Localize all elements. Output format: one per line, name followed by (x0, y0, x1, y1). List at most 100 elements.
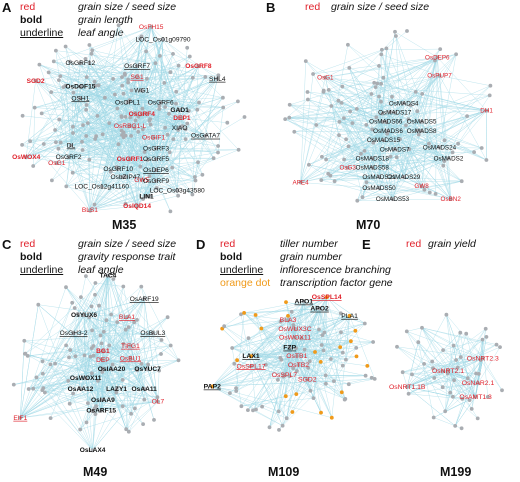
module-name-m70: M70 (356, 218, 381, 232)
edge (58, 117, 182, 149)
node (437, 73, 442, 78)
edge (432, 367, 468, 379)
node (123, 115, 128, 119)
node (186, 109, 191, 113)
node (78, 427, 83, 432)
edge (375, 86, 490, 96)
edge (72, 126, 178, 191)
node (394, 34, 398, 38)
node (41, 142, 46, 146)
edge (439, 75, 491, 86)
gene-label: WG1 (134, 88, 149, 95)
gene-label: OsGRF3 (143, 145, 169, 152)
node (302, 347, 307, 352)
edge (131, 90, 180, 111)
gene-label: OsAA12 (68, 386, 94, 393)
node (451, 343, 456, 348)
edge (54, 82, 129, 131)
node (50, 178, 54, 183)
node (133, 406, 137, 411)
edge (234, 363, 252, 367)
edge (101, 108, 118, 187)
edge (95, 138, 126, 177)
node (286, 314, 290, 318)
node (476, 372, 481, 376)
node (120, 75, 124, 79)
edge (255, 314, 285, 376)
node (123, 174, 128, 179)
gene-label: OsGRF7 (124, 63, 150, 70)
edge (304, 349, 346, 360)
edge (250, 301, 304, 357)
edge (53, 26, 152, 62)
node (354, 354, 359, 359)
node (197, 100, 201, 105)
edge (50, 302, 73, 365)
node (193, 175, 197, 179)
node (326, 88, 331, 92)
edge (65, 287, 145, 390)
edge (323, 91, 462, 182)
node (298, 180, 303, 185)
node (168, 343, 173, 348)
node (76, 311, 80, 316)
node (190, 192, 195, 197)
edge (380, 101, 422, 122)
node (87, 43, 92, 47)
panel-label-a: A (2, 0, 12, 15)
node (232, 361, 237, 366)
edge (250, 347, 357, 357)
edge (261, 379, 308, 407)
edge (300, 77, 326, 183)
node (84, 75, 89, 79)
legend-row: orange dot transcription factor gene (220, 277, 393, 290)
edge (387, 75, 440, 134)
edge (55, 50, 69, 158)
gene-label: LIN1 (139, 193, 154, 200)
node (185, 121, 190, 126)
node (48, 416, 53, 420)
edge (83, 315, 127, 430)
legend-key: bold (220, 251, 243, 263)
node (43, 390, 47, 395)
node (339, 101, 344, 105)
legend-row: red tiller number (220, 238, 393, 251)
edge (235, 312, 245, 392)
gene-label: OsAA11 (132, 386, 158, 393)
gene-label: OsMADS29 (387, 174, 421, 181)
node (22, 338, 27, 343)
legend-d: red tiller number bold grain number underlin… (220, 238, 393, 290)
edge (44, 315, 85, 393)
edge (328, 158, 449, 175)
edge (68, 55, 161, 158)
node (155, 395, 160, 400)
edge (284, 349, 305, 376)
node (28, 139, 32, 144)
gene-label: OsGRF8 (185, 63, 212, 70)
node (296, 362, 301, 367)
gene-label: GW5 (134, 177, 149, 184)
edge (69, 388, 145, 404)
edge (212, 328, 262, 387)
node (405, 29, 409, 33)
edge (395, 35, 418, 131)
node (305, 377, 310, 382)
edge (101, 157, 214, 187)
node (278, 319, 283, 324)
legend-key: red (20, 238, 36, 250)
edge (103, 331, 131, 359)
edge (69, 378, 86, 404)
edge (150, 26, 186, 130)
node (193, 178, 198, 183)
edge (394, 149, 451, 200)
node (135, 64, 140, 69)
node (317, 327, 321, 332)
edge (87, 123, 91, 211)
node (72, 306, 77, 310)
node (141, 422, 146, 426)
edge (360, 75, 440, 154)
edge (296, 355, 331, 360)
edge (96, 401, 158, 407)
gene-label: OsGRF12 (66, 60, 96, 67)
node (415, 109, 420, 114)
